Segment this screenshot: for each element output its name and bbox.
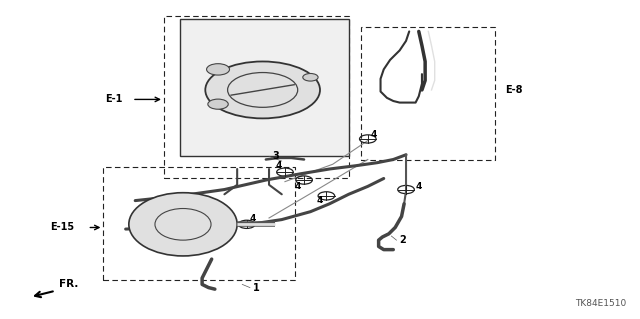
Text: 4: 4 — [294, 182, 301, 191]
Text: 1: 1 — [253, 283, 260, 293]
Circle shape — [303, 73, 318, 81]
Ellipse shape — [129, 193, 237, 256]
Text: 4: 4 — [371, 130, 378, 139]
Text: E-15: E-15 — [51, 222, 75, 233]
Text: 4: 4 — [415, 182, 422, 191]
Text: 4: 4 — [317, 196, 323, 205]
Text: 4: 4 — [275, 161, 282, 170]
Text: E-8: E-8 — [505, 85, 522, 95]
Text: 2: 2 — [399, 235, 406, 245]
Text: 4: 4 — [250, 213, 256, 222]
Circle shape — [207, 64, 230, 75]
Text: 3: 3 — [272, 151, 279, 161]
Text: TK84E1510: TK84E1510 — [575, 299, 626, 308]
Text: E-1: E-1 — [105, 94, 122, 104]
Circle shape — [208, 99, 228, 109]
Text: FR.: FR. — [59, 279, 78, 289]
Circle shape — [205, 62, 320, 118]
FancyBboxPatch shape — [180, 19, 349, 156]
